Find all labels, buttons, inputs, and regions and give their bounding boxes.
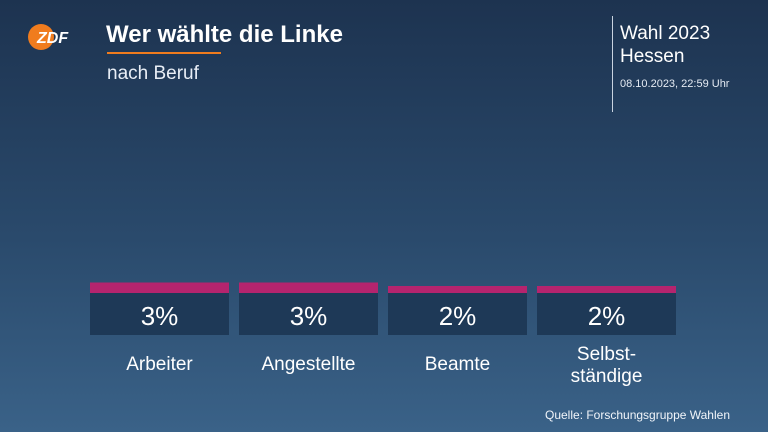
title-underline [107, 52, 221, 54]
value-box-0 [90, 293, 229, 335]
value-box-1 [239, 293, 378, 335]
value-label-1: 3% [290, 301, 328, 331]
category-label-2: Beamte [425, 354, 490, 375]
chart-title: Wer wählte die Linke [106, 21, 343, 48]
category-label-1: Angestellte [261, 354, 355, 375]
zdf-logo: ZDF [28, 24, 69, 50]
election-title: Wahl 2023 [620, 23, 711, 44]
value-label-2: 2% [439, 301, 477, 331]
header-divider [612, 16, 613, 112]
bar-0 [90, 282, 229, 293]
category-label-0: Arbeiter [126, 354, 193, 375]
category-label-3: Selbst-ständige [571, 344, 643, 387]
value-label-0: 3% [141, 301, 179, 331]
value-box-3 [537, 293, 676, 335]
bar-3 [537, 286, 676, 293]
election-info: Wahl 2023 Hessen 08.10.2023, 22:59 Uhr [620, 22, 729, 91]
bar-1 [239, 282, 378, 293]
value-box-2 [388, 293, 527, 335]
election-region: Hessen [620, 46, 685, 67]
source-note: Quelle: Forschungsgruppe Wahlen [545, 408, 730, 422]
zdf-logo-text: ZDF [36, 30, 69, 47]
chart-subtitle: nach Beruf [107, 63, 199, 84]
bar-2 [388, 286, 527, 293]
timestamp: 08.10.2023, 22:59 Uhr [620, 78, 730, 90]
value-label-3: 2% [588, 301, 626, 331]
